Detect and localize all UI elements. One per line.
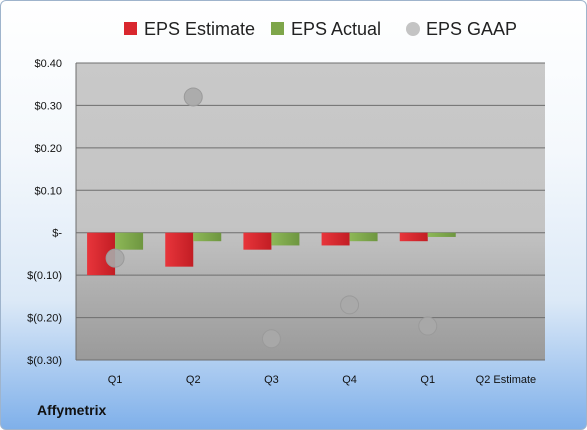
y-tick-label: $0.20: [34, 143, 62, 155]
gaap-points: [105, 87, 438, 349]
gridlines: [75, 62, 545, 361]
legend-label: EPS GAAP: [426, 19, 517, 39]
y-tick-label: $(0.30): [27, 355, 62, 367]
y-tick-label: $(0.20): [27, 313, 62, 325]
estimate-bar: [243, 232, 272, 250]
x-tick-label: Q2: [186, 374, 201, 386]
x-tick-label: Q2 Estimate: [476, 374, 537, 386]
y-tick-label: $(0.10): [27, 270, 62, 282]
y-axis-ticks: $0.40 $0.30 $0.20 $0.10 $- $(0.10) $(0.20) $(0.…: [27, 58, 62, 367]
legend-item: EPS Estimate: [124, 19, 255, 39]
legend-label: EPS Estimate: [144, 19, 255, 39]
chart-legend: EPS Estimate EPS Actual EPS GAAP: [124, 19, 517, 39]
actual-bar: [271, 232, 300, 246]
estimate-bar: [399, 232, 428, 242]
estimate-bar: [321, 232, 350, 246]
legend-swatch: [406, 22, 420, 36]
legend-swatch: [271, 22, 284, 35]
gaap-point: [261, 329, 281, 349]
gaap-point: [183, 87, 203, 107]
x-axis-labels: Q1 Q2 Q3 Q4 Q1 Q2 Estimate: [108, 374, 536, 386]
x-tick-label: Q4: [342, 374, 357, 386]
legend-label: EPS Actual: [291, 19, 381, 39]
legend-swatch: [124, 22, 137, 35]
actual-bar: [115, 232, 144, 250]
company-name: Affymetrix: [37, 402, 107, 418]
legend-item: EPS Actual: [271, 19, 381, 39]
y-tick-label: $0.10: [34, 185, 62, 197]
bars: [87, 232, 456, 276]
x-tick-label: Q1: [108, 374, 123, 386]
x-tick-label: Q3: [264, 374, 279, 386]
y-tick-label: $0.40: [34, 58, 62, 70]
legend-item: EPS GAAP: [406, 19, 517, 39]
y-tick-label: $0.30: [34, 100, 62, 112]
gaap-point: [340, 295, 360, 315]
gaap-point: [105, 248, 125, 268]
y-tick-label: $-: [52, 228, 62, 240]
actual-bar: [193, 232, 222, 242]
estimate-bar: [165, 232, 194, 267]
plot-area: [76, 63, 545, 360]
actual-bar: [349, 232, 378, 242]
actual-bar: [427, 232, 456, 237]
gaap-point: [418, 316, 438, 336]
x-tick-label: Q1: [420, 374, 435, 386]
